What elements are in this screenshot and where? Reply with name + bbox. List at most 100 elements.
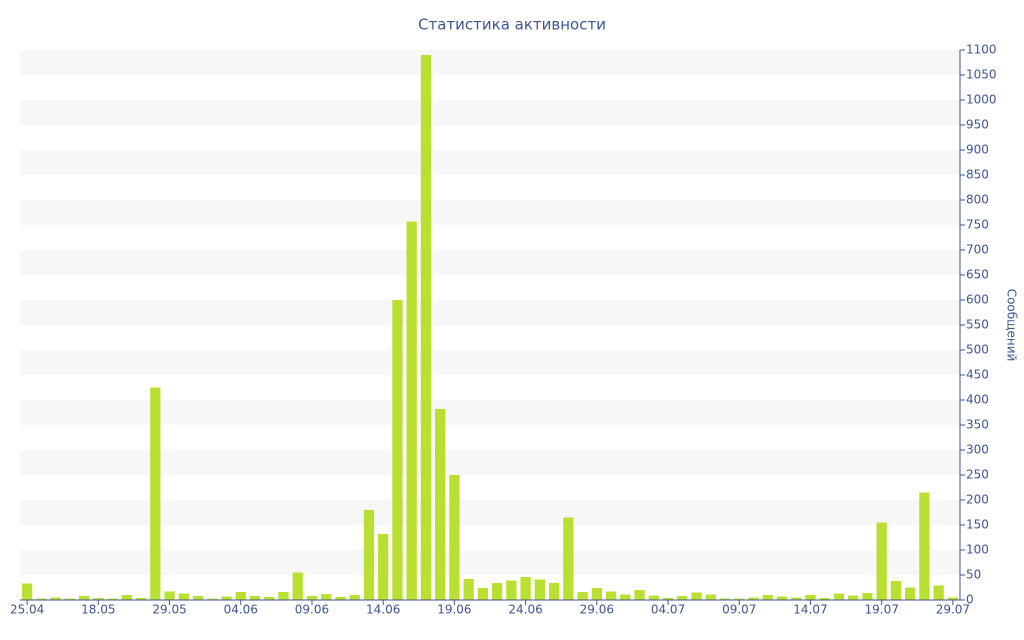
bar xyxy=(919,492,930,600)
bar xyxy=(520,577,531,600)
bar xyxy=(420,55,432,600)
bar xyxy=(705,594,716,600)
x-tick-label: 19.07 xyxy=(864,603,898,617)
bar xyxy=(449,475,460,600)
y-tick-label: 150 xyxy=(966,518,989,532)
grid-stripe xyxy=(20,150,960,175)
bar xyxy=(477,588,489,600)
bar xyxy=(862,593,873,600)
y-tick-label: 1000 xyxy=(966,93,997,107)
bar xyxy=(378,534,389,600)
bar xyxy=(947,597,959,600)
bar xyxy=(321,594,332,600)
x-tick-label: 09.07 xyxy=(722,603,756,617)
bar xyxy=(121,595,132,600)
bar xyxy=(648,595,659,600)
bar xyxy=(192,596,204,600)
grid-stripe xyxy=(20,50,960,75)
bar xyxy=(292,572,303,600)
bar xyxy=(221,596,232,600)
y-tick-label: 1100 xyxy=(966,43,997,57)
bar xyxy=(306,596,318,600)
bar xyxy=(563,517,574,600)
bar xyxy=(235,592,246,600)
bar xyxy=(249,596,261,600)
bar xyxy=(164,591,175,600)
y-tick-label: 300 xyxy=(966,443,989,457)
y-tick-label: 400 xyxy=(966,393,989,407)
bar xyxy=(905,587,916,600)
y-tick-label: 0 xyxy=(966,593,974,607)
x-tick-label: 25.04 xyxy=(10,603,44,617)
x-tick-label: 04.07 xyxy=(651,603,685,617)
y-tick-label: 50 xyxy=(966,568,981,582)
x-tick-label: 29.06 xyxy=(580,603,614,617)
bar xyxy=(264,597,275,600)
y-tick-label: 350 xyxy=(966,418,989,432)
bar xyxy=(93,598,104,600)
bar xyxy=(605,591,617,600)
y-tick-label: 250 xyxy=(966,468,989,482)
bar xyxy=(278,592,289,600)
y-tick-label: 850 xyxy=(966,168,989,182)
y-tick-label: 600 xyxy=(966,293,989,307)
bar xyxy=(677,596,688,600)
y-tick-label: 650 xyxy=(966,268,989,282)
y-tick-label: 750 xyxy=(966,218,989,232)
y-tick-label: 450 xyxy=(966,368,989,382)
bar xyxy=(21,583,33,600)
bar xyxy=(848,595,859,600)
bar xyxy=(78,596,90,600)
bar xyxy=(791,597,802,600)
x-tick-label: 29.05 xyxy=(152,603,186,617)
bar xyxy=(890,581,902,600)
bar xyxy=(392,300,403,600)
grid-stripe xyxy=(20,200,960,225)
bar xyxy=(135,598,147,600)
grid-stripe xyxy=(20,250,960,275)
bar xyxy=(662,598,674,600)
y-tick-label: 950 xyxy=(966,118,989,132)
grid-stripe xyxy=(20,500,960,525)
grid-stripe xyxy=(20,100,960,125)
bar xyxy=(748,597,759,600)
bar xyxy=(363,510,375,600)
bar xyxy=(577,592,588,600)
bar xyxy=(506,580,517,600)
y-tick-label: 800 xyxy=(966,193,989,207)
x-tick-label: 24.06 xyxy=(508,603,542,617)
bar xyxy=(634,590,645,600)
y-tick-label: 700 xyxy=(966,243,989,257)
grid-stripe xyxy=(20,400,960,425)
bar xyxy=(776,596,788,600)
y-tick-label: 1050 xyxy=(966,68,997,82)
grid-stripe xyxy=(20,450,960,475)
bar xyxy=(36,598,47,600)
bar xyxy=(734,598,745,600)
bar xyxy=(50,597,61,600)
x-tick-label: 09.06 xyxy=(295,603,329,617)
bar xyxy=(805,595,816,600)
bar xyxy=(463,579,474,600)
bar xyxy=(833,593,845,600)
x-tick-label: 14.07 xyxy=(793,603,827,617)
bar xyxy=(64,598,75,600)
bar xyxy=(591,588,602,600)
bar xyxy=(491,583,503,600)
x-tick-label: 18.05 xyxy=(81,603,115,617)
x-tick-label: 29.07 xyxy=(936,603,970,617)
bar xyxy=(150,387,161,600)
y-axis-title: Сообщений xyxy=(1005,289,1019,362)
bar xyxy=(335,597,346,600)
grid-stripe xyxy=(20,350,960,375)
bar xyxy=(435,409,446,600)
bar xyxy=(178,593,189,600)
y-tick-label: 500 xyxy=(966,343,989,357)
bar xyxy=(534,579,545,600)
y-tick-label: 200 xyxy=(966,493,989,507)
grid-stripe xyxy=(20,550,960,575)
bar xyxy=(876,522,887,600)
bar xyxy=(107,598,118,600)
bar xyxy=(819,598,830,600)
bar xyxy=(406,221,417,600)
